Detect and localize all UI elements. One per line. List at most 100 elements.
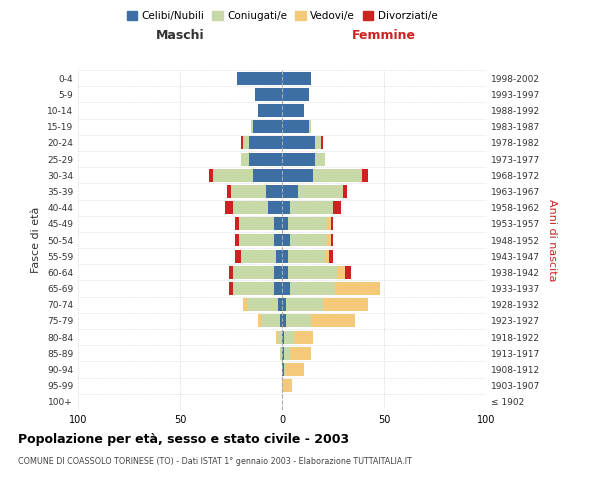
Bar bbox=[282, 379, 292, 392]
Bar bbox=[262, 314, 280, 328]
Bar bbox=[314, 152, 325, 166]
Bar bbox=[241, 152, 250, 166]
Bar bbox=[290, 234, 327, 246]
Bar bbox=[233, 266, 274, 279]
Bar bbox=[282, 314, 286, 328]
Bar bbox=[308, 120, 311, 133]
Bar bbox=[288, 218, 327, 230]
Bar bbox=[362, 169, 368, 181]
Bar bbox=[329, 250, 333, 262]
Bar bbox=[335, 282, 380, 295]
Text: Popolazione per età, sesso e stato civile - 2003: Popolazione per età, sesso e stato civil… bbox=[18, 432, 349, 446]
Bar bbox=[288, 250, 325, 262]
Bar bbox=[274, 218, 282, 230]
Bar bbox=[282, 250, 288, 262]
Bar bbox=[282, 136, 314, 149]
Bar bbox=[284, 330, 294, 344]
Bar bbox=[278, 298, 282, 311]
Bar bbox=[280, 314, 282, 328]
Y-axis label: Fasce di età: Fasce di età bbox=[31, 207, 41, 273]
Bar bbox=[268, 201, 282, 214]
Bar bbox=[290, 347, 311, 360]
Bar bbox=[284, 363, 286, 376]
Bar bbox=[282, 185, 298, 198]
Bar bbox=[282, 347, 284, 360]
Bar bbox=[239, 234, 274, 246]
Bar bbox=[266, 185, 282, 198]
Bar bbox=[294, 330, 313, 344]
Bar bbox=[323, 298, 368, 311]
Bar bbox=[225, 201, 233, 214]
Bar bbox=[276, 250, 282, 262]
Bar bbox=[233, 282, 274, 295]
Bar bbox=[280, 347, 282, 360]
Bar bbox=[274, 266, 282, 279]
Bar bbox=[231, 185, 266, 198]
Bar bbox=[229, 282, 233, 295]
Legend: Celibi/Nubili, Coniugati/e, Vedovi/e, Divorziati/e: Celibi/Nubili, Coniugati/e, Vedovi/e, Di… bbox=[122, 7, 442, 26]
Bar bbox=[288, 266, 337, 279]
Bar bbox=[276, 330, 278, 344]
Text: Femmine: Femmine bbox=[352, 30, 416, 43]
Bar bbox=[209, 169, 212, 181]
Bar bbox=[237, 72, 282, 85]
Bar bbox=[282, 88, 308, 101]
Bar bbox=[282, 298, 286, 311]
Bar bbox=[343, 185, 347, 198]
Text: COMUNE DI COASSOLO TORINESE (TO) - Dati ISTAT 1° gennaio 2003 - Elaborazione TUT: COMUNE DI COASSOLO TORINESE (TO) - Dati … bbox=[18, 458, 412, 466]
Bar bbox=[286, 363, 304, 376]
Bar bbox=[250, 152, 282, 166]
Bar bbox=[331, 234, 333, 246]
Bar bbox=[282, 330, 284, 344]
Y-axis label: Anni di nascita: Anni di nascita bbox=[547, 198, 557, 281]
Bar bbox=[337, 266, 345, 279]
Bar bbox=[256, 88, 282, 101]
Bar bbox=[274, 282, 282, 295]
Bar bbox=[290, 282, 335, 295]
Bar bbox=[282, 282, 290, 295]
Bar bbox=[327, 234, 331, 246]
Bar bbox=[333, 201, 341, 214]
Bar bbox=[243, 298, 247, 311]
Bar bbox=[243, 136, 250, 149]
Bar bbox=[235, 250, 241, 262]
Bar bbox=[331, 218, 333, 230]
Bar bbox=[235, 218, 239, 230]
Bar bbox=[298, 185, 343, 198]
Bar bbox=[257, 314, 262, 328]
Bar bbox=[282, 234, 290, 246]
Bar bbox=[282, 201, 290, 214]
Bar bbox=[250, 136, 282, 149]
Bar bbox=[345, 266, 352, 279]
Bar bbox=[314, 136, 321, 149]
Bar bbox=[282, 72, 311, 85]
Bar bbox=[227, 185, 231, 198]
Bar bbox=[239, 218, 274, 230]
Bar bbox=[282, 120, 308, 133]
Bar bbox=[313, 169, 362, 181]
Bar bbox=[241, 136, 243, 149]
Bar bbox=[290, 201, 333, 214]
Bar bbox=[282, 152, 314, 166]
Text: Maschi: Maschi bbox=[155, 30, 205, 43]
Bar bbox=[253, 120, 282, 133]
Bar bbox=[284, 347, 290, 360]
Bar bbox=[282, 169, 313, 181]
Bar bbox=[233, 201, 268, 214]
Bar bbox=[282, 266, 288, 279]
Bar bbox=[282, 104, 304, 117]
Bar bbox=[278, 330, 282, 344]
Bar bbox=[325, 250, 329, 262]
Bar bbox=[274, 234, 282, 246]
Bar bbox=[229, 266, 233, 279]
Bar bbox=[311, 314, 355, 328]
Bar bbox=[327, 218, 331, 230]
Bar bbox=[321, 136, 323, 149]
Bar bbox=[251, 120, 253, 133]
Bar bbox=[286, 298, 323, 311]
Bar bbox=[253, 169, 282, 181]
Bar bbox=[212, 169, 253, 181]
Bar bbox=[235, 234, 239, 246]
Bar bbox=[282, 218, 288, 230]
Bar bbox=[257, 104, 282, 117]
